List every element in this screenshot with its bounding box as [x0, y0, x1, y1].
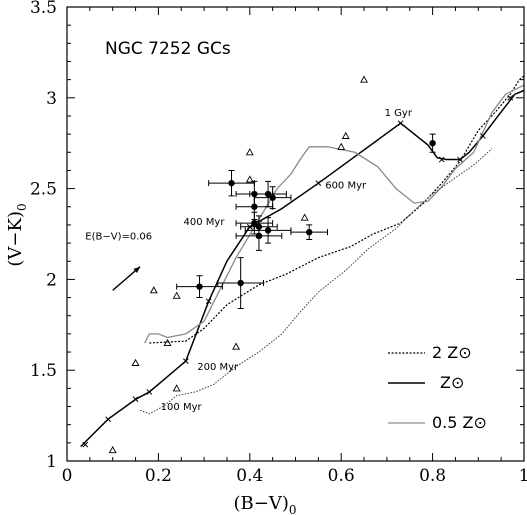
annotation-1: 600 Myr	[325, 181, 367, 192]
annotation-3: 200 Myr	[197, 362, 239, 373]
age-mark-9	[438, 156, 445, 163]
cluster-marker-3	[269, 194, 276, 201]
age-mark-3	[146, 389, 153, 395]
legend-label-z: Z⊙	[440, 373, 464, 392]
triangle-point-7	[172, 291, 181, 299]
cluster-point-10	[176, 275, 223, 299]
triangle-point-8	[163, 338, 172, 346]
cluster-marker-4	[251, 203, 258, 210]
x-axis-title-main: (B−V)	[234, 493, 289, 514]
y-tick-label-0: 1	[46, 452, 57, 472]
age-mark-7	[315, 180, 322, 187]
age-mark-2	[132, 396, 139, 403]
y-tick-label-4: 3	[46, 89, 57, 109]
triangle-point-3	[245, 148, 254, 156]
y-tick-label-3: 2.5	[30, 180, 57, 200]
cluster-marker-8	[255, 232, 263, 240]
x-tick-label-5: 1	[519, 466, 527, 486]
x-tick-label-3: 0.6	[328, 466, 355, 486]
cluster-point-6	[240, 215, 278, 239]
y-axis-title: (V−K)0	[5, 203, 29, 266]
age-mark-1	[105, 416, 111, 423]
chart-title: NGC 7252 GCs	[105, 39, 231, 59]
x-tick-label-4: 0.8	[419, 466, 446, 486]
series-line-2	[144, 84, 525, 344]
x-axis-title-sub: 0	[289, 503, 297, 515]
annotations: 1 Gyr 600 Myr 400 Myr 200 Myr 100 Myr E(B−V)=…	[85, 108, 413, 413]
triangle-point-11	[172, 384, 181, 392]
cluster-marker-12	[429, 140, 436, 147]
x-axis-title: (B−V)0	[234, 493, 297, 515]
annotation-4: 100 Myr	[161, 402, 203, 413]
model-tracks	[80, 75, 525, 448]
x-tick-label-2: 0.4	[236, 466, 263, 486]
age-mark-8	[397, 120, 404, 127]
y-axis-title-sub: 0	[15, 203, 29, 211]
triangle-point-1	[341, 131, 350, 139]
x-tick-label-0: 0	[62, 466, 73, 486]
triangle-point-4	[245, 175, 254, 183]
triangle-point-2	[337, 142, 346, 150]
axes: 0 0.2 0.4 0.6 0.8 1 1 1.5 2 2.5 3 3.5	[30, 0, 527, 486]
cluster-point-11	[217, 257, 265, 309]
annotation-2: 400 Myr	[184, 217, 226, 228]
triangle-point-5	[300, 213, 309, 221]
triangle-point-10	[131, 358, 140, 366]
cluster-marker-0	[228, 179, 235, 187]
triangle-point-6	[149, 286, 158, 294]
cluster-marker-7	[264, 227, 272, 234]
cluster-marker-2	[264, 190, 272, 198]
legend-label-half-z: 0.5 Z⊙	[432, 413, 487, 432]
cluster-marker-10	[196, 283, 203, 290]
y-axis-title-main: (V−K)	[5, 211, 26, 267]
age-mark-10	[457, 156, 463, 163]
cluster-point-7	[244, 217, 292, 244]
age-mark-4	[182, 358, 189, 364]
age-mark-11	[480, 133, 486, 139]
y-tick-label-2: 2	[46, 270, 57, 290]
legend-label-2z: 2 Z⊙	[432, 343, 472, 362]
annotation-5: E(B−V)=0.06	[85, 231, 152, 242]
cluster-point-9	[290, 224, 328, 240]
cluster-marker-9	[306, 228, 313, 236]
x-tick-label-1: 0.2	[145, 466, 172, 486]
cluster-marker-11	[237, 279, 244, 287]
series-line-1	[149, 75, 525, 344]
triangle-point-0	[360, 75, 369, 83]
cluster-point-12	[429, 133, 436, 153]
y-tick-label-5: 3.5	[30, 0, 57, 18]
cluster-point-8	[235, 220, 283, 251]
data-points	[108, 75, 436, 454]
y-tick-label-1: 1.5	[30, 361, 57, 381]
annotation-0: 1 Gyr	[385, 108, 413, 119]
triangle-point-12	[108, 445, 117, 454]
age-mark-12	[507, 94, 514, 101]
age-mark-5	[205, 298, 212, 305]
legend: 2 Z⊙ Z⊙ 0.5 Z⊙	[388, 343, 487, 432]
age-mark-0	[82, 441, 89, 448]
triangle-point-9	[232, 342, 241, 350]
reddening-vector-head	[133, 266, 141, 273]
series-line-3	[139, 148, 493, 415]
